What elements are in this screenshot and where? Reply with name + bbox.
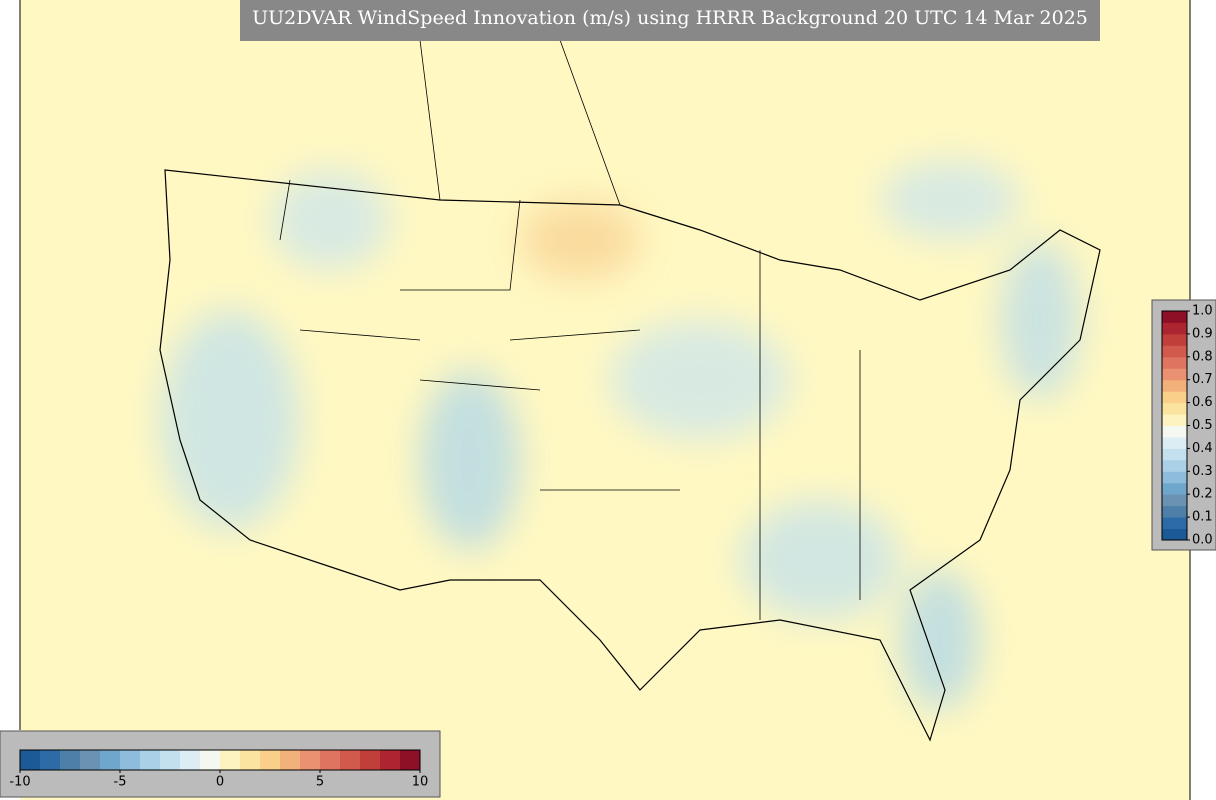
colorbar-vertical: 0.0 0.1 0.2 0.3 0.4 0.5 0.6 0.7 0.8 0.9 1.0 [1161,304,1213,548]
colorbar-segment [200,750,221,770]
title-box [240,0,1100,41]
colorbar-tick-label: 0.0 [1192,533,1213,548]
colorbar-tick-label: 1.0 [1192,304,1213,319]
colorbar-tick-label: -10 [9,775,30,790]
colorbar-segment [1162,368,1187,381]
colorbar-segment [1162,345,1187,358]
colorbar-segment [1162,448,1187,461]
colorbar-segment [1162,379,1187,392]
colorbar-tick-label: 0.6 [1192,395,1213,410]
state-boundaries [279,39,861,620]
colorbar-segment [1162,402,1187,415]
colorbar-segment [1162,517,1187,530]
colorbar-tick-label: 0.1 [1192,510,1213,525]
colorbar-tick-label: -5 [114,775,127,790]
colorbar-segment [1162,322,1187,335]
colorbar-segment [1162,528,1187,541]
colorbar-tick-label: 0.9 [1192,326,1213,341]
colorbar-segment [1162,436,1187,449]
colorbar-tick-label: 0.5 [1192,418,1213,433]
colorbar-segment [240,750,261,770]
colorbar-tick-label: 10 [412,775,429,790]
colorbar-segment [180,750,201,770]
colorbar-segment [1162,333,1187,346]
colorbar-tick-label: 0.8 [1192,349,1213,364]
map [19,0,1191,800]
colorbar-segment [400,750,421,770]
colorbar-segment [1162,311,1187,323]
colorbar-segment [1162,414,1187,426]
colorbar-tick-label: 5 [316,775,324,790]
colorbar-segment [120,750,141,770]
title: UU2DVAR WindSpeed Innovation (m/s) using… [252,7,1088,29]
colorbar-segment [1162,356,1187,369]
country-outline [159,169,1101,742]
colorbar-segment [360,750,381,770]
colorbar-segment [140,750,161,770]
colorbar-segment [60,750,81,770]
colorbar-segment [20,750,41,770]
colorbar-segment [40,750,61,770]
colorbar-segment [1162,391,1187,404]
colorbar-segment [1162,471,1187,484]
colorbar-segment [260,750,281,770]
colorbar-segment [1162,482,1187,495]
colorbar-segment [320,750,341,770]
colorbar-tick-label: 0.2 [1192,487,1213,502]
colorbar-tick-label: 0.7 [1192,372,1213,387]
colorbar-segment [160,750,181,770]
colorbar-segment [100,750,121,770]
colorbar-tick-label: 0 [216,775,224,790]
colorbar-segment [380,750,401,770]
colorbar-segment [1162,505,1187,518]
colorbar-horizontal: -10 -5 0 5 10 [9,749,429,790]
colorbar-segment [1162,494,1187,507]
colorbar-segment [1162,425,1187,438]
colorbar-segment [80,750,101,770]
colorbar-segment [280,750,301,770]
colorbar-segment [300,750,321,770]
colorbar-segment [340,750,361,770]
colorbar-segment [220,750,241,770]
colorbar-segment [1162,459,1187,472]
colorbar-tick-label: 0.4 [1192,441,1213,456]
colorbar-tick-label: 0.3 [1192,464,1213,479]
